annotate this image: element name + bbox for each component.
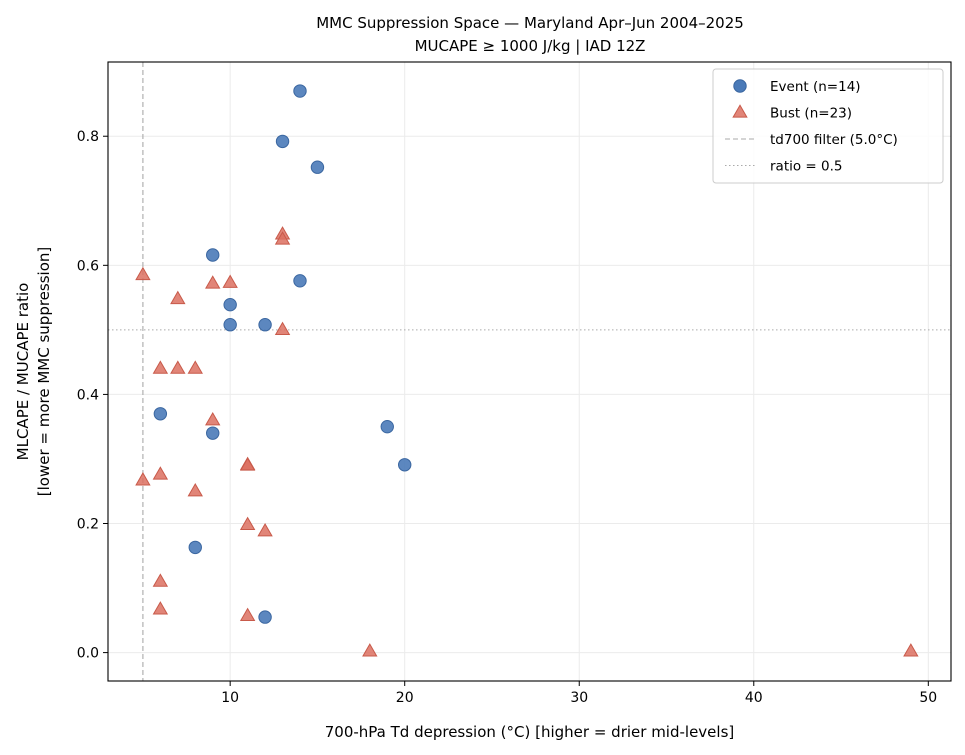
legend-event: Event (n=14) (733, 79, 861, 95)
bust-point (170, 290, 186, 305)
bust-point (205, 275, 221, 289)
legend-label: Bust (n=23) (770, 106, 852, 122)
bust-point (187, 483, 203, 497)
event-point (275, 134, 290, 149)
event-point (293, 84, 307, 98)
bust-point (205, 412, 221, 426)
legend: Event (n=14) Bust (n=23) td700 filter (5.0… (712, 68, 944, 184)
x-tick-label: 40 (745, 690, 763, 706)
chart-title: MMC Suppression Space — Maryland Apr–Jun… (316, 14, 744, 32)
event-point (398, 458, 412, 472)
event-point (258, 318, 272, 332)
legend-bust: Bust (n=23) (732, 104, 852, 122)
bust-point (274, 321, 291, 336)
legend-marker (733, 79, 747, 93)
y-tick-label: 0.8 (77, 129, 99, 145)
x-tick-label: 50 (919, 690, 937, 706)
legend-marker (732, 104, 748, 118)
y-axis-label-secondary: [lower = more MMC suppression] (35, 247, 53, 496)
bust-point (239, 516, 256, 530)
bust-point (135, 472, 151, 486)
legend-label: Event (n=14) (770, 79, 861, 95)
legend-td700-filter: td700 filter (5.0°C) (725, 132, 898, 148)
event-point (206, 426, 220, 440)
x-tick-label: 30 (570, 690, 588, 706)
y-tick-label: 0.6 (77, 258, 99, 274)
bust-point (903, 643, 919, 657)
event-point (258, 610, 272, 624)
bust-point (274, 231, 291, 245)
bust-point (135, 266, 151, 281)
x-tick-label: 10 (221, 690, 239, 706)
bust-point (222, 274, 238, 288)
legend-label: ratio = 0.5 (770, 159, 843, 175)
bust-point (239, 457, 256, 471)
plot-frame (107, 61, 952, 682)
legend-ratio: ratio = 0.5 (725, 159, 843, 175)
y-axis-ticks: 0.0 0.2 0.4 0.6 0.8 (77, 129, 108, 662)
y-tick-label: 0.4 (77, 387, 99, 403)
bust-point (257, 523, 273, 537)
data-points (135, 84, 919, 657)
event-point (293, 274, 307, 288)
bust-point (152, 360, 169, 374)
x-tick-label: 20 (396, 690, 414, 706)
bust-point (152, 573, 169, 587)
bust-point (152, 601, 169, 615)
event-point (188, 540, 202, 555)
bust-point (187, 360, 203, 374)
bust-point (152, 466, 169, 480)
event-point (310, 160, 325, 174)
legend-label: td700 filter (5.0°C) (770, 132, 898, 148)
x-axis-label: 700-hPa Td depression (°C) [higher = dri… (325, 723, 735, 741)
reference-lines (108, 62, 951, 681)
bust-point (239, 607, 256, 621)
chart-subtitle: MUCAPE ≥ 1000 J/kg | IAD 12Z (415, 37, 646, 55)
event-point (380, 419, 394, 434)
y-axis-label: MLCAPE / MUCAPE ratio (14, 283, 32, 461)
bust-point (170, 360, 186, 374)
y-tick-label: 0.0 (77, 646, 99, 662)
y-tick-label: 0.2 (77, 517, 99, 533)
event-point (153, 407, 168, 421)
event-point (206, 248, 220, 262)
bust-point (362, 643, 378, 657)
event-point (223, 318, 237, 332)
legend-frame (712, 68, 944, 184)
event-point (223, 297, 237, 312)
x-axis-ticks: 10 20 30 40 50 (221, 681, 937, 706)
